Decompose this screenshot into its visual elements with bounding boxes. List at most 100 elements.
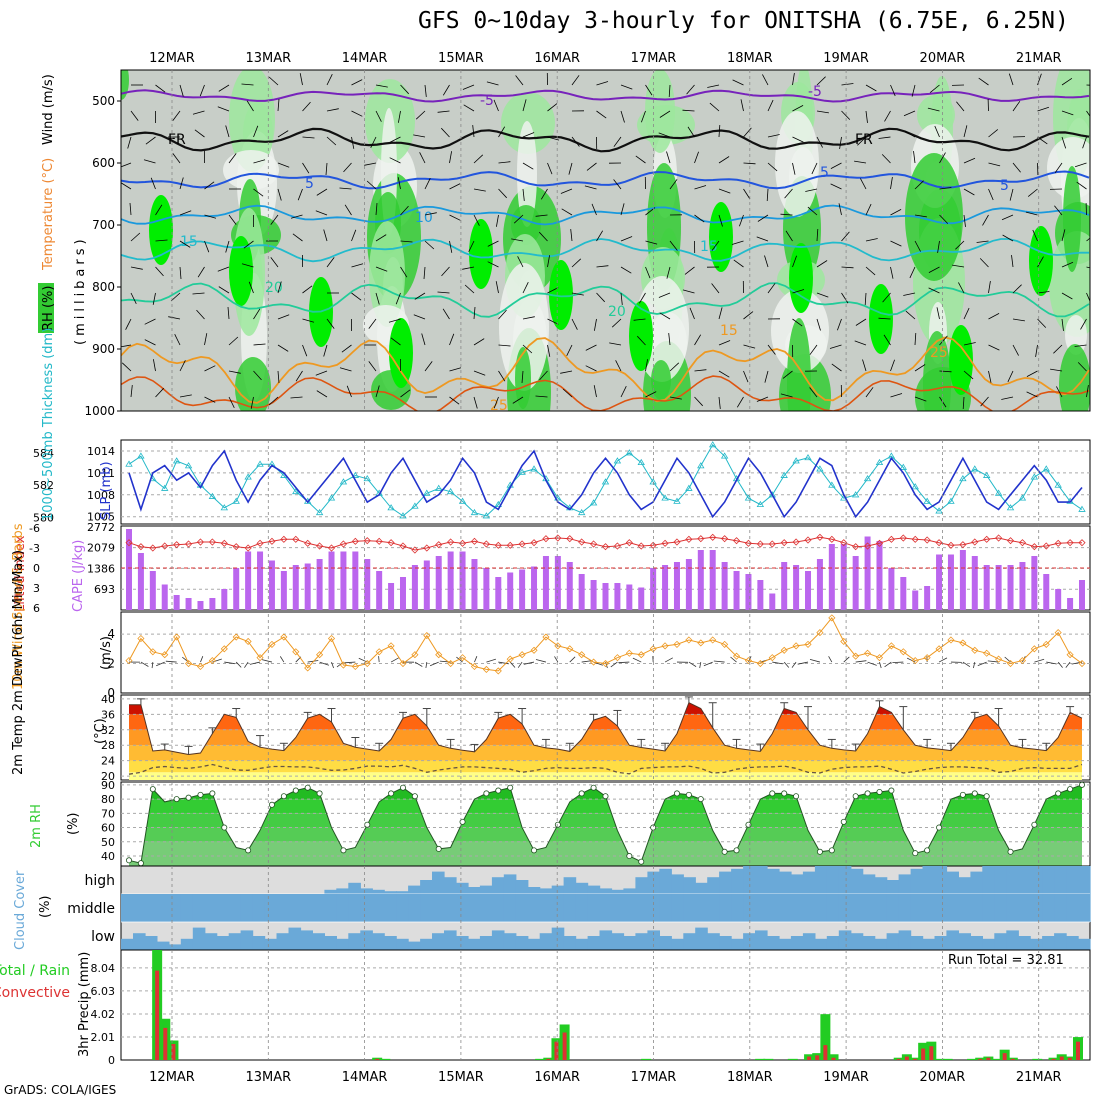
cloud-bar — [874, 894, 888, 922]
lifted-index-marker — [947, 541, 955, 549]
wind-barb — [155, 266, 164, 277]
wind-barb — [449, 333, 455, 346]
pressure-tick-label: 800 — [92, 280, 115, 294]
rh-blob — [1059, 344, 1090, 411]
wind10m-marker — [578, 651, 586, 659]
cape-tick-label: 693 — [94, 583, 115, 596]
rh2m-tick-label: 60 — [101, 822, 115, 835]
thickness-marker — [780, 471, 788, 478]
temp2m-label: 2m Temp 2m DewPt (6hr Min/Max) — [11, 550, 26, 775]
thickness-tick-label: 580 — [33, 512, 54, 525]
wind-barbs — [121, 72, 1090, 410]
wind10m-barb — [569, 656, 576, 663]
wind10m-barb — [1057, 661, 1063, 668]
wind-barb — [743, 344, 756, 349]
wind-barb — [1061, 136, 1067, 149]
wind10m-barb — [809, 659, 821, 663]
thickness-marker — [851, 491, 860, 498]
cape-bar — [1019, 562, 1026, 610]
rh-saturated-blob — [469, 219, 493, 289]
cloud-bar — [264, 894, 278, 922]
cloud-bar — [683, 933, 696, 950]
thickness-marker — [971, 465, 979, 472]
precip-label: 3hr Precip (mm) — [77, 952, 92, 1057]
precip-total-bar — [942, 1058, 953, 1060]
cloud-bar — [456, 894, 469, 922]
wind10m-marker — [399, 659, 407, 668]
cloud-bar — [216, 936, 230, 950]
cloud-bar — [133, 933, 146, 950]
temperature-contour — [121, 204, 1090, 226]
thickness-marker — [1054, 481, 1062, 488]
wind-barb — [561, 208, 573, 216]
rh-blob — [1063, 166, 1081, 272]
cloud-bar — [384, 894, 397, 922]
lifted-index-line — [128, 536, 1082, 551]
rh-blob — [517, 121, 537, 227]
wind-barb — [1061, 229, 1066, 242]
wind10m-barb — [938, 657, 948, 663]
wind10m-marker — [1042, 640, 1050, 648]
wind-barb — [498, 370, 506, 382]
precip-total-bar — [787, 1058, 798, 1060]
cloud-bar — [396, 891, 409, 894]
precip-total-bar — [820, 1014, 831, 1060]
thickness-marker — [292, 487, 300, 495]
wind-barb — [620, 386, 627, 398]
cloud-bar — [898, 894, 912, 922]
cloud-bar — [180, 894, 194, 922]
wind10m-barb — [688, 661, 697, 667]
cloud-bar — [575, 894, 589, 922]
cloud-bar — [958, 933, 971, 950]
cloud-bar — [121, 938, 134, 950]
cloud-bar — [994, 894, 1007, 922]
temperature-contour — [121, 127, 1090, 153]
wind-barb — [498, 126, 506, 138]
thickness-marker — [184, 462, 193, 469]
wind10m-marker — [554, 642, 562, 650]
wind-barb — [570, 229, 573, 242]
wind-barb — [792, 318, 803, 327]
wind-barb — [684, 266, 695, 275]
wind-barb — [535, 214, 548, 217]
thickness-marker — [697, 462, 705, 469]
rh2m-marker — [316, 790, 323, 797]
wind10m-marker — [470, 662, 479, 671]
cloud-bar — [719, 894, 732, 922]
wind-barb — [792, 162, 796, 175]
wind-barb — [1056, 386, 1063, 398]
cape-bar — [745, 574, 752, 610]
page-title: GFS 0~10day 3-hourly for ONITSHA (6.75E,… — [418, 8, 1069, 34]
lifted-index-marker — [482, 540, 490, 548]
rh2m-marker — [495, 787, 502, 794]
wind-barb — [637, 335, 646, 346]
wind10m-barb — [797, 661, 809, 665]
wind-barb — [179, 177, 184, 190]
bottom-date-label: 21MAR — [1016, 1070, 1062, 1085]
wind-barb — [1061, 110, 1074, 116]
wind-barb — [315, 370, 328, 376]
cloud-bar — [156, 894, 170, 922]
wind-barb — [197, 266, 205, 278]
cape-label: CAPE (J/kg) — [71, 540, 86, 612]
wind-barb — [364, 162, 377, 166]
wind-barb — [904, 130, 916, 138]
lifted-index-marker — [399, 542, 407, 550]
wind-barb — [615, 360, 622, 372]
wind-barb — [711, 240, 720, 251]
cape-bar — [626, 584, 633, 610]
cape-bar — [816, 559, 823, 610]
wind-barb — [547, 287, 559, 294]
wind-barb — [878, 317, 891, 320]
wind10m-marker — [220, 645, 228, 653]
temp2m-tick-label: 36 — [101, 708, 115, 721]
wind-barb — [243, 240, 254, 249]
wind-barb — [979, 258, 989, 268]
wind-barb — [805, 188, 818, 192]
lifted-index-marker — [375, 537, 383, 545]
wind-barb — [179, 360, 186, 372]
wind10m-barb — [884, 661, 892, 668]
wind-barb — [767, 134, 780, 138]
cloud-bar — [838, 894, 852, 922]
rh-blob — [775, 111, 819, 217]
